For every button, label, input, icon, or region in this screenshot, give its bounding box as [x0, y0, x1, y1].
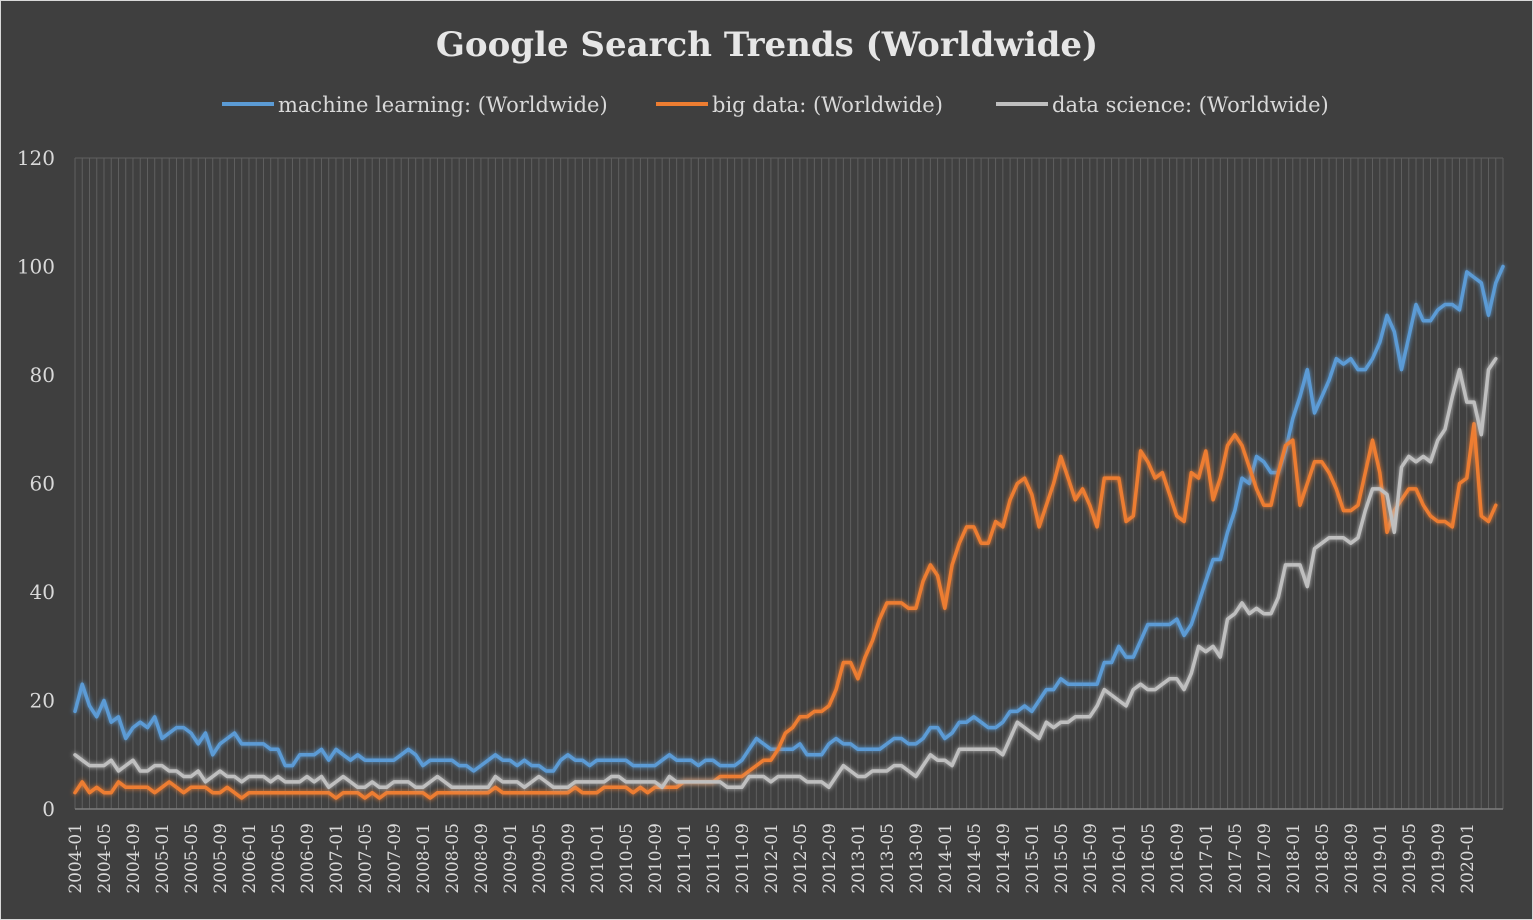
- series-line-0: [73, 264, 1505, 773]
- x-tick-label: 2011-05: [704, 823, 724, 894]
- series-lines: [73, 264, 1505, 800]
- y-axis-ticks: 0 20 40 60 80 100 120: [17, 146, 55, 821]
- x-tick-label: 2018-01: [1284, 823, 1304, 894]
- x-tick-label: 2015-09: [1081, 823, 1101, 894]
- series-line-2: [73, 356, 1498, 790]
- x-tick-label: 2004-05: [95, 823, 115, 894]
- x-tick-label: 2016-09: [1168, 823, 1188, 894]
- x-tick-label: 2006-01: [240, 823, 260, 894]
- x-tick-label: 2017-09: [1255, 823, 1275, 894]
- x-tick-label: 2011-09: [733, 823, 753, 894]
- x-tick-label: 2004-01: [66, 823, 86, 894]
- y-tick-label: 100: [17, 255, 55, 279]
- x-tick-label: 2008-01: [414, 823, 434, 894]
- y-tick-label: 40: [30, 580, 55, 604]
- x-tick-label: 2005-05: [182, 823, 202, 894]
- y-tick-label: 20: [30, 689, 55, 713]
- x-axis-ticks: 2004-01 2004-05 2004-09 2005-01 2005-05 2005-…: [66, 823, 1478, 894]
- chart-title: Google Search Trends (Worldwide): [436, 25, 1098, 65]
- y-tick-label: 60: [30, 472, 55, 496]
- x-tick-label: 2009-05: [530, 823, 550, 894]
- x-tick-label: 2014-09: [994, 823, 1014, 894]
- x-tick-label: 2005-09: [211, 823, 231, 894]
- y-tick-label: 0: [42, 797, 55, 821]
- x-tick-label: 2020-01: [1458, 823, 1478, 894]
- y-tick-label: 120: [17, 146, 55, 170]
- x-tick-label: 2010-05: [617, 823, 637, 894]
- gridlines: [74, 157, 1504, 810]
- x-tick-label: 2013-05: [878, 823, 898, 894]
- x-tick-label: 2014-01: [936, 823, 956, 894]
- x-tick-label: 2015-05: [1052, 823, 1072, 894]
- x-tick-label: 2010-09: [646, 823, 666, 894]
- x-tick-label: 2019-09: [1429, 823, 1449, 894]
- x-tick-label: 2009-01: [501, 823, 521, 894]
- legend-label-data-science: data science: (Worldwide): [1052, 93, 1329, 117]
- x-tick-label: 2007-09: [385, 823, 405, 894]
- x-tick-label: 2012-05: [791, 823, 811, 894]
- x-tick-label: 2010-01: [588, 823, 608, 894]
- x-tick-label: 2008-05: [443, 823, 463, 894]
- x-tick-label: 2017-01: [1197, 823, 1217, 894]
- x-tick-label: 2011-01: [675, 823, 695, 894]
- x-tick-label: 2007-01: [327, 823, 347, 894]
- x-tick-label: 2018-05: [1313, 823, 1333, 894]
- x-tick-label: 2015-01: [1023, 823, 1043, 894]
- x-tick-label: 2006-09: [298, 823, 318, 894]
- series-line-1: [73, 422, 1498, 800]
- x-tick-label: 2016-05: [1139, 823, 1159, 894]
- legend-label-machine-learning: machine learning: (Worldwide): [278, 93, 608, 117]
- x-tick-label: 2013-09: [907, 823, 927, 894]
- x-tick-label: 2009-09: [559, 823, 579, 894]
- x-tick-label: 2006-05: [269, 823, 289, 894]
- x-tick-label: 2007-05: [356, 823, 376, 894]
- x-tick-label: 2008-09: [472, 823, 492, 894]
- y-tick-label: 80: [30, 363, 55, 387]
- x-tick-label: 2018-09: [1342, 823, 1362, 894]
- x-tick-label: 2019-01: [1371, 823, 1391, 894]
- x-tick-label: 2014-05: [965, 823, 985, 894]
- x-tick-label: 2005-01: [153, 823, 173, 894]
- x-tick-label: 2004-09: [124, 823, 144, 894]
- x-tick-label: 2012-09: [820, 823, 840, 894]
- legend: machine learning: (Worldwide) big data: …: [222, 93, 1329, 117]
- x-tick-label: 2017-05: [1226, 823, 1246, 894]
- x-tick-label: 2016-01: [1110, 823, 1130, 894]
- x-tick-label: 2019-05: [1400, 823, 1420, 894]
- legend-label-big-data: big data: (Worldwide): [712, 93, 943, 117]
- plot-area: [75, 158, 1503, 809]
- x-tick-label: 2013-01: [849, 823, 869, 894]
- x-tick-label: 2012-01: [762, 823, 782, 894]
